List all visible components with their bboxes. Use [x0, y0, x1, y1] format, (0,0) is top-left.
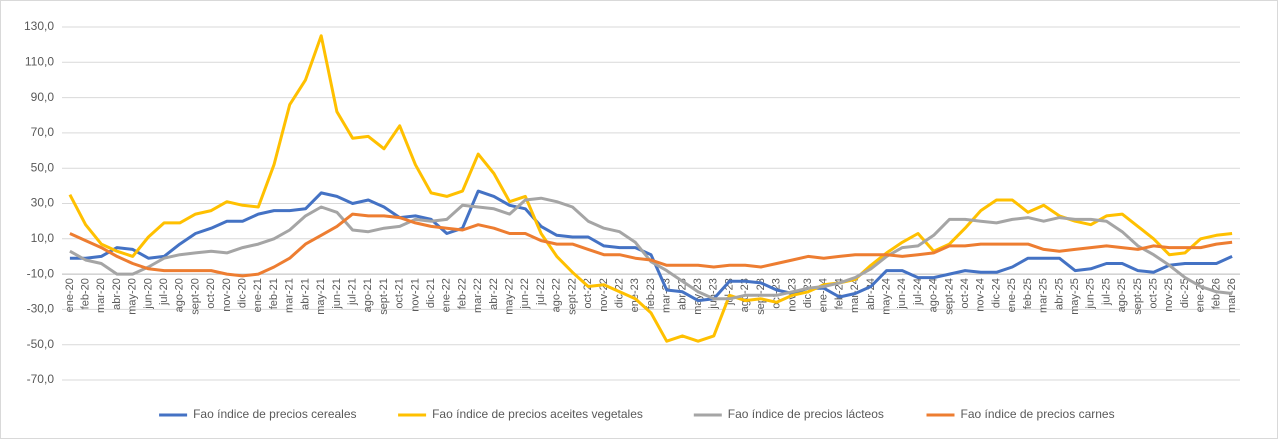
x-tick-label: sept-25 [1132, 278, 1144, 315]
y-tick-label: 130,0 [24, 19, 54, 33]
y-tick-label: -50,0 [27, 337, 55, 351]
x-tick-label: feb-24 [833, 278, 845, 309]
x-tick-label: mar-21 [284, 278, 296, 313]
legend-label: Fao índice de precios cereales [193, 407, 356, 421]
y-tick-label: 50,0 [31, 160, 55, 174]
x-tick-label: jul-25 [1100, 278, 1112, 306]
x-tick-label: feb-25 [1022, 278, 1034, 309]
x-tick-label: sept-20 [189, 278, 201, 315]
x-tick-label: may-25 [1069, 278, 1081, 315]
x-tick-label: ene-23 [629, 278, 641, 312]
y-tick-label: 70,0 [31, 125, 55, 139]
x-tick-label: feb-21 [268, 278, 280, 309]
x-tick-label: dic-25 [1179, 278, 1191, 308]
legend-label: Fao índice de precios carnes [961, 407, 1115, 421]
x-tick-label: abr-22 [488, 278, 500, 310]
x-tick-label: nov-25 [1163, 278, 1175, 312]
x-tick-label: abr-25 [1053, 278, 1065, 310]
x-tick-label: feb-22 [456, 278, 468, 309]
x-tick-label: feb-26 [1210, 278, 1222, 309]
x-tick-label: nov-21 [409, 278, 421, 312]
x-tick-label: jun-22 [519, 278, 531, 310]
x-tick-label: jul-24 [912, 278, 924, 306]
x-tick-label: mar-22 [472, 278, 484, 313]
x-tick-label: mar-23 [661, 278, 673, 313]
x-tick-label: ago-25 [1116, 278, 1128, 312]
x-tick-label: ene-25 [1006, 278, 1018, 312]
x-tick-label: abr-24 [865, 278, 877, 310]
x-tick-label: mar-24 [849, 278, 861, 313]
x-tick-label: may-23 [692, 278, 704, 315]
x-tick-label: abr-21 [299, 278, 311, 310]
x-tick-label: nov-22 [598, 278, 610, 312]
x-tick-label: mar-25 [1038, 278, 1050, 313]
x-tick-label: mar-26 [1226, 278, 1238, 313]
x-tick-label: sept-24 [943, 278, 955, 315]
x-tick-label: dic-21 [425, 278, 437, 308]
x-tick-label: jun-23 [708, 278, 720, 310]
series-line [68, 34, 1233, 343]
x-tick-label: ago-21 [362, 278, 374, 312]
x-tick-label: jun-20 [142, 278, 154, 310]
x-tick-label: may-20 [127, 278, 139, 315]
y-tick-label: -10,0 [27, 266, 55, 280]
x-tick-label: ago-24 [928, 278, 940, 312]
x-tick-label: ene-20 [64, 278, 76, 312]
y-tick-label: 30,0 [31, 196, 55, 210]
y-tick-label: -30,0 [27, 302, 55, 316]
x-tick-label: dic-20 [237, 278, 249, 308]
x-tick-label: feb-23 [645, 278, 657, 309]
x-tick-label: may-22 [504, 278, 516, 315]
series-line [69, 196, 1233, 301]
y-tick-label: 10,0 [31, 231, 55, 245]
x-tick-label: feb-20 [79, 278, 91, 309]
x-tick-label: oct-21 [394, 278, 406, 309]
legend-label: Fao índice de precios aceites vegetales [432, 407, 643, 421]
x-tick-label: abr-20 [111, 278, 123, 310]
x-tick-label: nov-24 [975, 278, 987, 312]
x-tick-label: jun-24 [896, 278, 908, 310]
x-tick-label: nov-20 [221, 278, 233, 312]
legend-label: Fao índice de precios lácteos [728, 407, 884, 421]
x-tick-label: may-24 [881, 278, 893, 315]
y-tick-label: -70,0 [27, 372, 55, 386]
x-tick-label: oct-20 [205, 278, 217, 309]
x-tick-label: sept-22 [566, 278, 578, 315]
series-line [69, 189, 1233, 303]
x-tick-label: ene-22 [441, 278, 453, 312]
x-tick-label: jul-21 [346, 278, 358, 306]
y-tick-label: 90,0 [31, 90, 55, 104]
x-tick-label: oct-24 [959, 278, 971, 309]
x-tick-label: mar-20 [95, 278, 107, 313]
x-tick-label: sept-21 [378, 278, 390, 315]
x-tick-label: oct-25 [1148, 278, 1160, 309]
x-tick-label: jun-25 [1085, 278, 1097, 310]
x-tick-label: ago-20 [174, 278, 186, 312]
series-line [69, 212, 1233, 278]
y-tick-label: 110,0 [25, 54, 54, 68]
x-tick-label: dic-24 [990, 278, 1002, 308]
x-tick-label: may-21 [315, 278, 327, 315]
x-tick-label: ago-22 [551, 278, 563, 312]
x-tick-label: jun-21 [331, 278, 343, 310]
x-tick-label: ene-21 [252, 278, 264, 312]
x-tick-label: jul-22 [535, 278, 547, 306]
x-tick-label: abr-23 [676, 278, 688, 310]
x-tick-label: jul-20 [158, 278, 170, 306]
